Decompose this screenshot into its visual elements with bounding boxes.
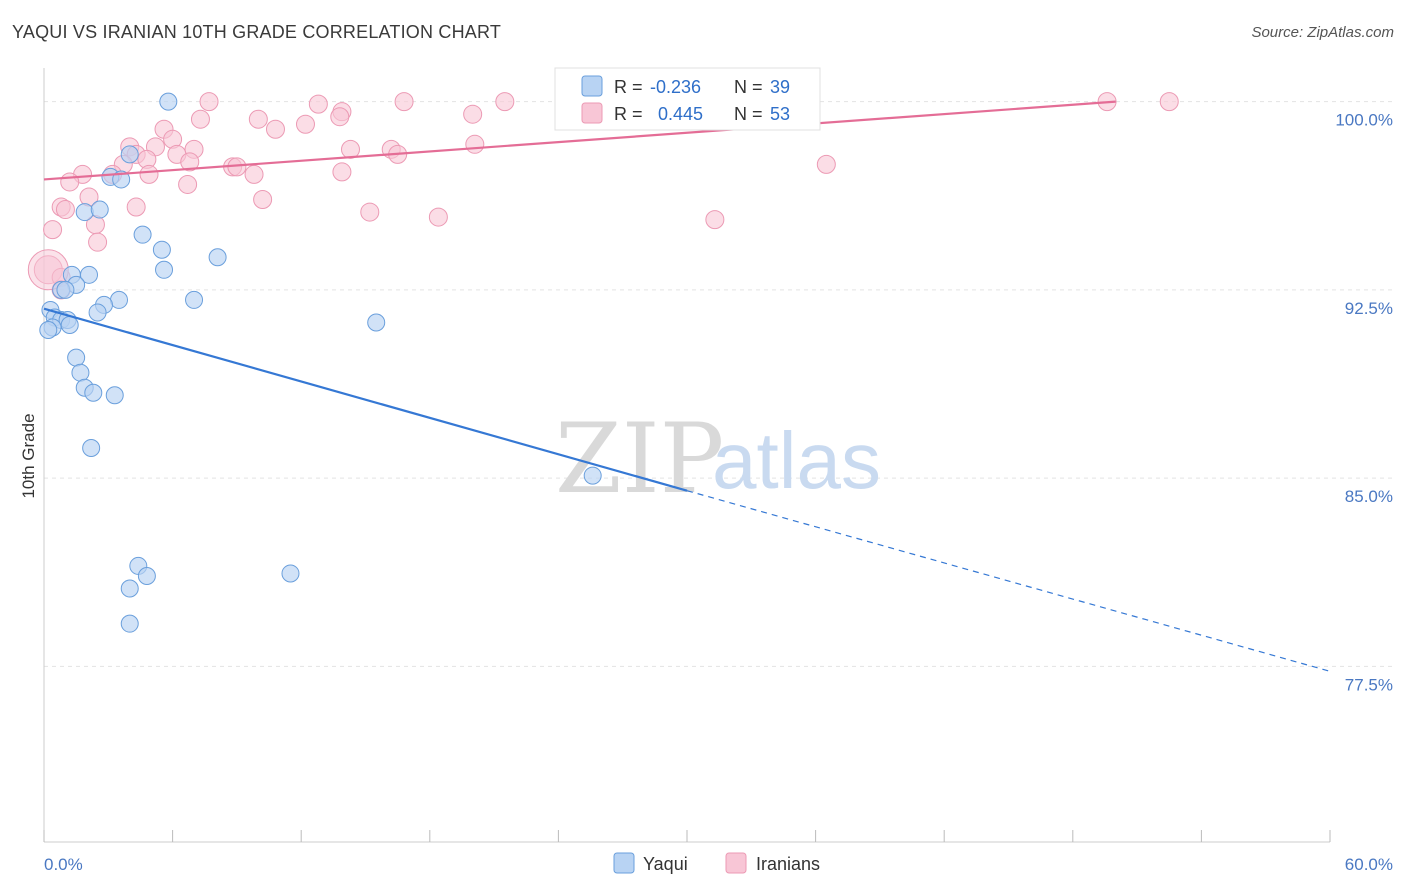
yaqui-point [39,321,58,340]
y-tick-label: 77.5% [1345,675,1393,694]
iranian-point [126,197,146,217]
iranian-point [705,210,725,230]
bottom-legend-iranian-swatch [725,852,747,874]
iranian-point [816,154,836,174]
yaqui-trend-line-dashed [686,490,1331,672]
iranian-point [180,152,200,172]
iranian-point [308,94,328,114]
iranian-point [495,92,515,112]
bottom-legend-yaqui-swatch [613,852,635,874]
top-legend: R = -0.236 N = 39 R = 0.445 N = 53 [554,67,821,131]
yaqui-point [71,363,90,382]
yaqui-point [185,290,204,309]
yaqui-point [80,265,99,284]
iranian-point [428,207,448,227]
yaqui-point [82,438,101,457]
iranian-point [340,139,360,159]
yaqui-point [152,240,171,259]
yaqui-point [88,303,107,322]
y-axis-label: 10th Grade [19,413,38,498]
x-tick-label-min: 0.0% [44,855,83,874]
legend-yaqui-r-label: R = [614,77,643,97]
yaqui-trend-line [43,307,688,492]
yaqui-point [208,248,227,267]
legend-iranian-n-label: N = [734,104,763,124]
bottom-legend: Yaqui Iranians [613,852,820,874]
iranian-point [295,114,315,134]
yaqui-point [159,92,178,111]
yaqui-point [120,614,139,633]
yaqui-point [120,579,139,598]
x-tick-label-max: 60.0% [1345,855,1393,874]
watermark-zip: ZIP [555,403,724,515]
legend-iranian-r-label: R = [614,104,643,124]
iranian-point [248,109,268,129]
iranian-point [178,174,198,194]
iranian-point [394,92,414,112]
yaqui-points [39,92,602,633]
legend-iranian-r-value: 0.445 [658,104,703,124]
chart-title: YAQUI VS IRANIAN 10TH GRADE CORRELATION … [12,22,502,42]
yaqui-point [120,145,139,164]
yaqui-point [56,280,75,299]
legend-iranian-n-value: 53 [770,104,790,124]
iranian-point [88,232,108,252]
source-label: Source: ZipAtlas.com [1251,24,1394,41]
yaqui-point [75,203,94,222]
legend-yaqui-n-value: 39 [770,77,790,97]
legend-yaqui-n-label: N = [734,77,763,97]
iranian-point [463,104,483,124]
yaqui-point [367,313,386,332]
iranian-point [55,200,75,220]
iranian-point [60,172,80,192]
tick-labels: 100.0% 92.5% 85.0% 77.5% 0.0% 60.0% [44,111,1393,874]
watermark-atlas: atlas [712,416,881,505]
iranian-point [253,190,273,210]
iranian-point [330,107,350,127]
iranian-point [199,92,219,112]
y-tick-label: 100.0% [1335,111,1393,130]
yaqui-point [155,260,174,279]
legend-yaqui-swatch [581,75,603,97]
yaqui-point [105,386,124,405]
yaqui-point [583,466,602,485]
trend-lines [43,100,1331,672]
yaqui-point [60,316,79,335]
iranian-point [139,164,159,184]
y-tick-label: 92.5% [1345,299,1393,318]
legend-iranian-swatch [581,102,603,124]
yaqui-point [281,564,300,583]
yaqui-point [137,566,156,585]
iranian-point [465,134,485,154]
iranian-trend-line [43,100,1116,181]
iranian-point [244,164,264,184]
grid-lines [44,101,1395,667]
iranian-point [332,162,352,182]
yaqui-point [84,383,103,402]
yaqui-point [133,225,152,244]
bottom-legend-yaqui-label: Yaqui [643,854,688,874]
axes [43,68,1331,843]
iranian-point [190,109,210,129]
iranian-point [265,119,285,139]
yaqui-point [90,200,109,219]
yaqui-point [110,290,129,309]
yaqui-point [67,348,86,367]
bottom-legend-iranian-label: Iranians [756,854,820,874]
iranian-point [43,220,63,240]
iranian-point [1159,92,1179,112]
legend-yaqui-r-value: -0.236 [650,77,701,97]
y-tick-label: 85.0% [1345,487,1393,506]
iranian-point [360,202,380,222]
